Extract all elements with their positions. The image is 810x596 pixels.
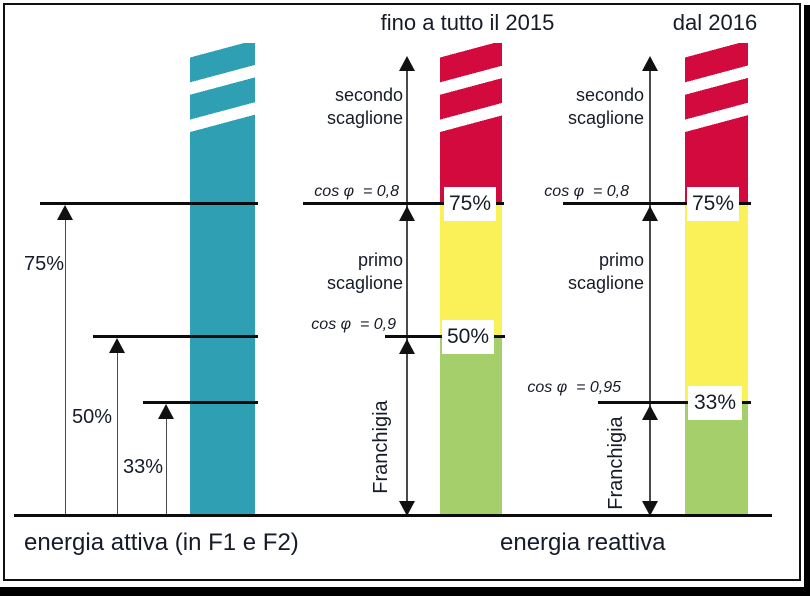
header-from-2016: dal 2016 — [672, 10, 758, 35]
reactive-2015-first-band-label: primo scaglione — [326, 250, 403, 293]
active-threshold-line-33 — [143, 401, 258, 404]
reactive-2015-cos09-label: cos φ = 0,9 — [311, 316, 396, 333]
active-bar-break — [190, 43, 255, 133]
arrow-up-icon — [109, 338, 125, 353]
reactive-2016-line-cos08 — [563, 202, 751, 205]
active-percent-label-75: 75% — [23, 253, 64, 275]
arrow-down-icon — [642, 501, 658, 516]
header-until-2015: fino a tutto il 2015 — [380, 10, 555, 35]
reactive-2016-bar-break — [685, 43, 748, 133]
reactive-2015-percent-box-75: 75% — [444, 187, 496, 221]
reactive-2015-percent-box-50: 50% — [442, 320, 494, 354]
arrow-up-icon — [642, 56, 658, 71]
reactive-2015-first-band — [440, 203, 502, 336]
reactive-2016-cos095-label: cos φ = 0,95 — [527, 379, 621, 396]
arrow-up-icon — [158, 404, 174, 419]
reactive-2016-cos08-label: cos φ = 0,8 — [544, 183, 629, 200]
reactive-2016-franchigia-label: Franchigia — [605, 416, 627, 510]
arrow-up-icon — [57, 205, 73, 220]
arrow-up-icon — [399, 56, 415, 71]
arrow-down-icon — [399, 501, 415, 516]
arrow-up-icon — [642, 405, 658, 420]
reactive-2015-franchigia-label: Franchigia — [370, 400, 392, 494]
active-energy-axis-label: energia attiva (in F1 e F2) — [24, 529, 299, 556]
reactive-2015-bar — [440, 43, 502, 516]
active-threshold-line-50 — [93, 335, 258, 338]
reactive-energy-axis-label: energia reattiva — [500, 529, 666, 556]
reactive-2015-axis-line — [406, 58, 408, 516]
reactive-2015-line-cos08 — [303, 202, 504, 205]
active-arrow-line-75 — [65, 214, 66, 516]
reactive-2016-franchigia-band — [685, 402, 748, 516]
reactive-2015-cos08-label: cos φ = 0,8 — [314, 183, 399, 200]
active-arrow-line-33 — [166, 413, 167, 516]
reactive-2016-second-band-label: secondo scaglione — [567, 85, 644, 128]
reactive-2016-bar — [685, 43, 748, 516]
reactive-2015-franchigia-band — [440, 336, 502, 516]
reactive-2016-first-band-label: primo scaglione — [567, 250, 644, 293]
reactive-2016-first-band — [685, 203, 748, 402]
active-bar-body — [190, 133, 255, 516]
active-arrow-line-50 — [117, 347, 118, 516]
arrow-up-icon — [399, 206, 415, 221]
active-energy-bar — [190, 43, 255, 516]
active-percent-label-50: 50% — [71, 406, 113, 428]
active-threshold-line-75 — [40, 202, 258, 205]
slide-shadow-right — [804, 5, 810, 596]
reactive-2016-percent-box-33: 33% — [688, 386, 742, 420]
baseline-axis — [14, 514, 772, 517]
slide-shadow-bottom — [0, 587, 810, 596]
reactive-2015-second-band-label: secondo scaglione — [326, 85, 403, 128]
arrow-up-icon — [642, 206, 658, 221]
reactive-2016-axis-line — [649, 58, 651, 516]
reactive-2016-line-cos095 — [598, 401, 751, 404]
arrow-up-icon — [399, 339, 415, 354]
slide-frame — [3, 3, 801, 581]
reactive-2015-bar-break — [440, 43, 502, 133]
active-percent-label-33: 33% — [122, 456, 164, 478]
reactive-2016-percent-box-75: 75% — [687, 187, 739, 221]
